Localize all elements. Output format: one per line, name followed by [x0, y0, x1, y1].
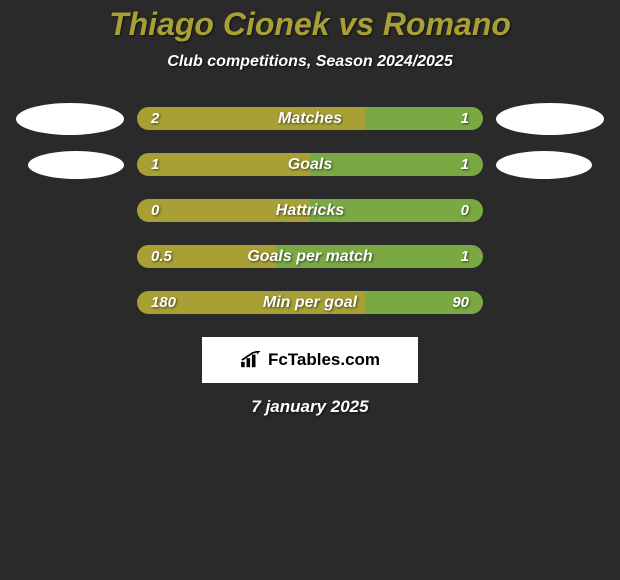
stat-bar-right: 1 [365, 107, 483, 130]
stat-value-left: 0.5 [151, 248, 172, 265]
stat-value-right: 0 [461, 202, 469, 219]
subtitle: Club competitions, Season 2024/2025 [0, 53, 620, 71]
stat-bar: 0.5 1 Goals per match [137, 245, 483, 268]
stat-row: 0 0 Hattricks [0, 199, 620, 222]
player-avatar-left [16, 103, 124, 135]
player-avatar-right [496, 103, 604, 135]
stat-label: Matches [278, 110, 342, 128]
stat-row: 180 90 Min per goal [0, 291, 620, 314]
comparison-infographic: Thiago Cionek vs Romano Club competition… [0, 0, 620, 417]
stat-value-right: 1 [461, 110, 469, 127]
stat-label: Goals per match [247, 248, 372, 266]
stat-bar-right: 90 [365, 291, 483, 314]
stat-row: 0.5 1 Goals per match [0, 245, 620, 268]
stat-value-left: 0 [151, 202, 159, 219]
stat-bar: 2 1 Matches [137, 107, 483, 130]
avatar-spacer [16, 195, 124, 227]
page-title: Thiago Cionek vs Romano [0, 6, 620, 43]
avatar-spacer [496, 241, 604, 273]
avatar-spacer [496, 195, 604, 227]
avatar-spacer [16, 287, 124, 319]
player-avatar-right [496, 151, 592, 179]
stat-row: 2 1 Matches [0, 107, 620, 130]
stat-value-left: 180 [151, 294, 176, 311]
stat-bar-left: 1 [137, 153, 310, 176]
stat-bar: 1 1 Goals [137, 153, 483, 176]
logo-text: FcTables.com [268, 350, 380, 370]
stat-bar: 180 90 Min per goal [137, 291, 483, 314]
date-text: 7 january 2025 [0, 397, 620, 417]
stat-bar-right: 1 [310, 153, 483, 176]
stat-bar: 0 0 Hattricks [137, 199, 483, 222]
avatar-spacer [16, 241, 124, 273]
stat-label: Min per goal [263, 294, 357, 312]
stat-label: Hattricks [276, 202, 344, 220]
logo-box: FcTables.com [202, 337, 418, 383]
avatar-spacer [496, 287, 604, 319]
stat-rows: 2 1 Matches 1 1 Goals 0 0 Hattricks 0.5 1 Goals per… [0, 107, 620, 314]
stat-label: Goals [288, 156, 332, 174]
stat-value-left: 2 [151, 110, 159, 127]
stat-value-left: 1 [151, 156, 159, 173]
stat-value-right: 1 [461, 156, 469, 173]
stat-value-right: 1 [461, 248, 469, 265]
player-avatar-left [28, 151, 124, 179]
chart-icon [240, 351, 262, 369]
stat-value-right: 90 [452, 294, 469, 311]
stat-row: 1 1 Goals [0, 153, 620, 176]
